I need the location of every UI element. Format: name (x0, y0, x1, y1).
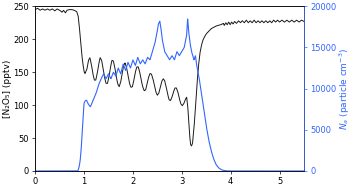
Y-axis label: [N₂O₅] (pptv): [N₂O₅] (pptv) (3, 59, 12, 118)
Y-axis label: $N_a$ (particle cm$^{-3}$): $N_a$ (particle cm$^{-3}$) (338, 48, 352, 130)
